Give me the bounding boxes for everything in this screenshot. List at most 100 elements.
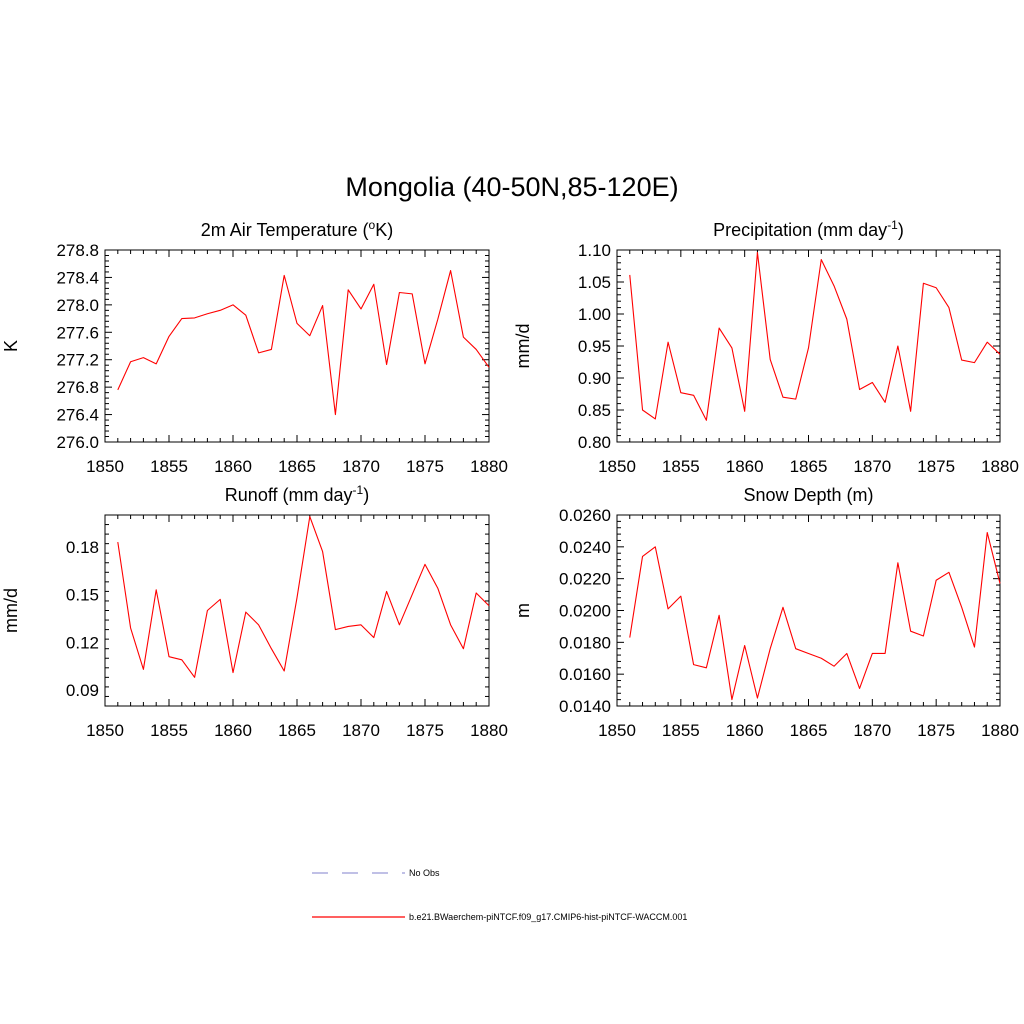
data-point: [705, 419, 708, 422]
data-point: [424, 363, 427, 366]
y-tick-label: 0.90: [578, 369, 611, 388]
panels: 1850 1855 1860 1865 1870 1875 1880 276.0 276.4 27…: [1, 218, 1019, 740]
data-point: [270, 348, 273, 351]
data-point: [437, 587, 440, 590]
data-point: [960, 606, 963, 609]
x-tick-label: 1870: [342, 457, 380, 476]
legend-item-no-obs: No Obs: [312, 868, 440, 878]
data-point: [718, 327, 721, 330]
data-point: [334, 413, 337, 416]
data-point: [667, 341, 670, 344]
y-tick-label: 1.10: [578, 241, 611, 260]
x-tick-label: 1875: [406, 457, 444, 476]
legend: No Obs b.e21.BWaerchem-piNTCF.f09_g17.CMI…: [312, 868, 687, 922]
data-point: [373, 636, 376, 639]
data-point: [449, 269, 452, 272]
data-point: [769, 647, 772, 650]
x-tick-label: 1875: [917, 457, 955, 476]
data-point: [628, 274, 631, 277]
data-point: [373, 283, 376, 286]
data-point: [181, 317, 184, 320]
data-point: [833, 665, 836, 668]
y-tick-label: 277.2: [56, 351, 99, 370]
data-point: [155, 363, 158, 366]
x-tick-label: 1850: [598, 457, 636, 476]
data-point: [437, 318, 440, 321]
data-point: [462, 647, 465, 650]
data-point: [424, 563, 427, 566]
title-superscript: -1: [353, 483, 364, 497]
data-point: [296, 322, 299, 325]
data-point: [833, 285, 836, 288]
data-point: [296, 596, 299, 599]
data-point: [142, 356, 145, 359]
x-tick-label: 1860: [726, 457, 764, 476]
x-tick-label: 1865: [790, 721, 828, 740]
data-point: [948, 571, 951, 574]
data-point: [986, 531, 989, 534]
panel-temperature: 1850 1855 1860 1865 1870 1875 1880 276.0 276.4 27…: [1, 218, 508, 476]
data-point: [705, 667, 708, 670]
data-point: [986, 341, 989, 344]
data-point: [488, 604, 491, 607]
title-segment: K): [375, 220, 393, 240]
data-point: [871, 652, 874, 655]
data-point: [973, 361, 976, 364]
y-tick-label: 276.4: [56, 406, 99, 425]
x-tick-label: 1860: [214, 721, 252, 740]
data-point: [411, 293, 414, 296]
data-point: [884, 652, 887, 655]
x-tick-label: 1855: [150, 721, 188, 740]
x-tick-label: 1865: [278, 721, 316, 740]
figure-title: Mongolia (40-50N,85-120E): [345, 172, 678, 202]
panel-title: 2m Air Temperature (oK): [201, 218, 393, 240]
x-tick-label: 1865: [278, 457, 316, 476]
data-point: [871, 381, 874, 384]
title-superscript: -1: [887, 218, 898, 232]
data-point: [257, 624, 260, 627]
y-axis-label: m: [513, 603, 533, 618]
data-point: [117, 389, 120, 392]
data-point: [641, 555, 644, 558]
title-superscript: o: [369, 218, 376, 232]
x-tick-label: 1870: [342, 721, 380, 740]
data-point: [168, 655, 171, 658]
data-point: [334, 628, 337, 631]
plot-frame: [616, 514, 1001, 707]
data-point: [257, 352, 260, 355]
data-point: [245, 611, 248, 614]
y-tick-label: 278.8: [56, 241, 99, 260]
data-point: [884, 401, 887, 404]
panel-precipitation: 1850 1855 1860 1865 1870 1875 1880 0.80 0.85 0.90…: [513, 218, 1019, 476]
data-point: [270, 647, 273, 650]
data-point: [142, 668, 145, 671]
data-point: [794, 647, 797, 650]
data-point: [283, 274, 286, 277]
x-tick-label: 1860: [726, 721, 764, 740]
data-point: [731, 347, 734, 350]
data-point: [820, 657, 823, 660]
data-point: [155, 589, 158, 592]
data-point: [232, 671, 235, 674]
data-point: [628, 636, 631, 639]
x-tick-label: 1850: [86, 457, 124, 476]
data-point: [321, 550, 324, 553]
data-point: [219, 598, 222, 601]
y-tick-label: 276.8: [56, 378, 99, 397]
title-segment: ): [898, 220, 904, 240]
data-point: [475, 348, 478, 351]
data-point: [756, 697, 759, 700]
data-point: [807, 347, 810, 350]
y-tick-label: 0.0220: [559, 570, 611, 589]
x-tick-label: 1865: [790, 457, 828, 476]
legend-label: b.e21.BWaerchem-piNTCF.f09_g17.CMIP6-his…: [409, 912, 687, 922]
data-point: [743, 644, 746, 647]
y-tick-label: 0.09: [66, 681, 99, 700]
data-point: [909, 410, 912, 413]
panel-runoff: 1850 1855 1860 1865 1870 1875 1880 0.09 0.12 0.15…: [1, 483, 508, 740]
x-tick-label: 1860: [214, 457, 252, 476]
series-line-0: [117, 270, 490, 416]
data-point: [385, 363, 388, 366]
plot-frame: [104, 514, 490, 707]
y-tick-label: 0.0160: [559, 665, 611, 684]
